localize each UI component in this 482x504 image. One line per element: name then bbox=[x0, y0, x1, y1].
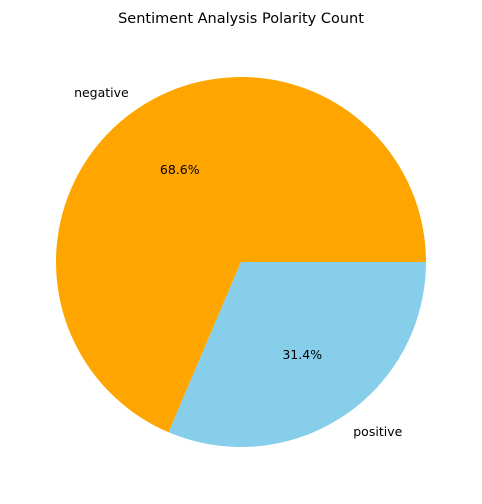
pct-label-negative: 68.6% bbox=[160, 162, 200, 177]
pie-slices bbox=[55, 77, 426, 447]
slice-label-positive: positive bbox=[353, 424, 402, 439]
pie-slice-negative bbox=[55, 77, 426, 433]
pie-labels: 68.6% negative 31.4% positive bbox=[74, 85, 403, 439]
slice-label-negative: negative bbox=[74, 85, 129, 100]
pct-label-positive: 31.4% bbox=[282, 347, 322, 362]
chart-title: Sentiment Analysis Polarity Count bbox=[118, 11, 364, 27]
pie-slice-positive bbox=[168, 262, 426, 447]
